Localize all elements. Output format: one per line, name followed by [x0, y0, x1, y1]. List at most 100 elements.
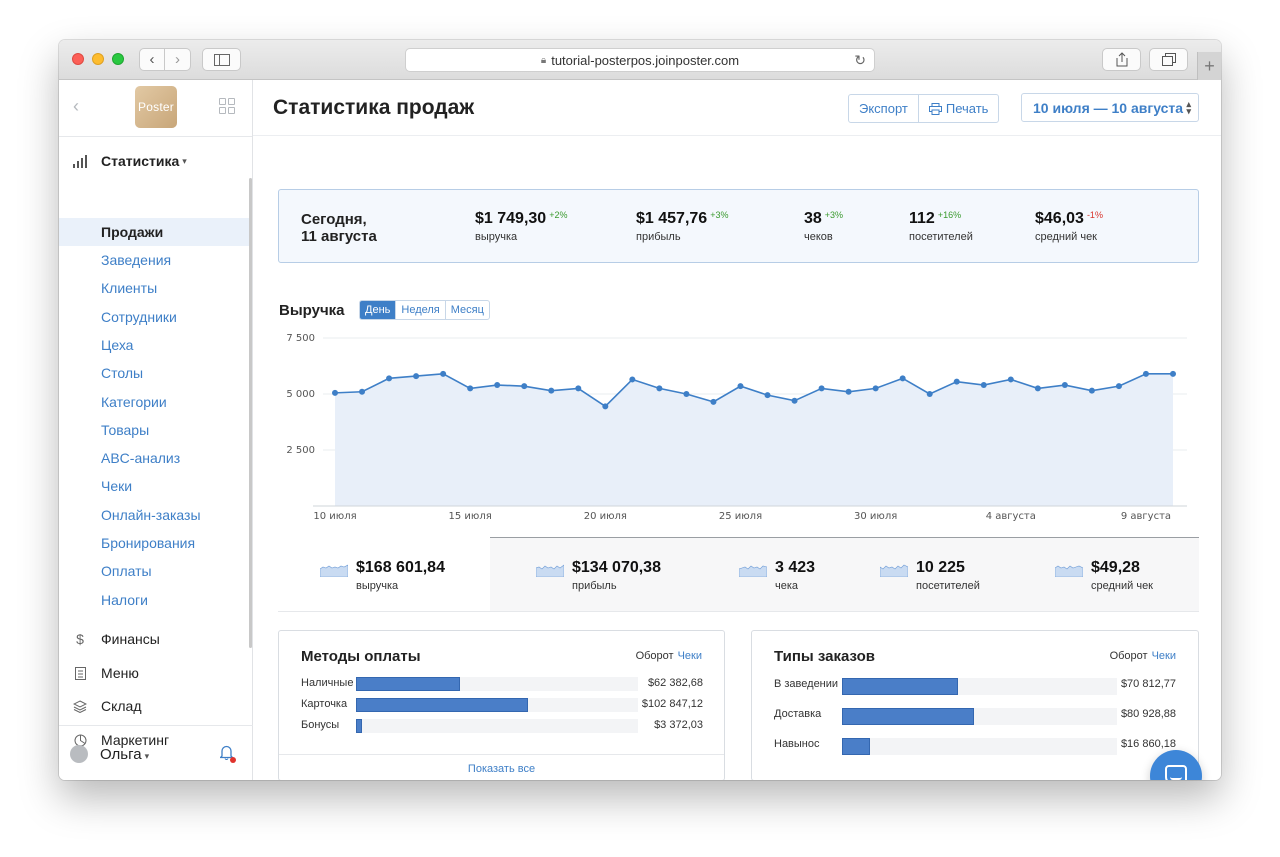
toggle-turnover[interactable]: Оборот: [1109, 650, 1148, 662]
sidebar-section-statistics[interactable]: Статистика ▾: [59, 147, 249, 175]
kpi-label: средний чек: [1035, 231, 1097, 243]
avatar[interactable]: [70, 745, 88, 763]
sidebar-section-label: Финансы: [101, 631, 160, 647]
order-type-value: $16 860,18: [1120, 738, 1176, 750]
sidebar-item-categories[interactable]: Категории: [101, 394, 167, 410]
chevron-down-icon: ▾: [182, 155, 187, 166]
total-profit[interactable]: $134 070,38 прибыль: [536, 559, 661, 592]
apps-grid-icon[interactable]: [219, 98, 235, 114]
kpi-delta: -1%: [1086, 210, 1103, 220]
sidebar: ‹ Poster Статистика ▾ Продажи Заведения …: [59, 80, 253, 780]
lock-icon: 🔒︎: [540, 54, 547, 66]
revenue-point: [764, 392, 771, 399]
toggle-receipts[interactable]: Чеки: [677, 650, 702, 662]
total-receipts[interactable]: 3 423 чека: [739, 559, 816, 592]
zoom-window-button[interactable]: [112, 53, 124, 65]
dollar-icon: $: [76, 631, 84, 647]
printer-icon: [928, 102, 942, 115]
sidebar-item-abc-analysis[interactable]: ABC-анализ: [101, 450, 181, 466]
sparkline-icon: [320, 564, 348, 577]
sidebar-item-tables[interactable]: Столы: [101, 365, 144, 381]
x-tick-label: 30 июля: [854, 511, 897, 522]
x-tick-label: 10 июля: [313, 511, 356, 522]
period-day-tab[interactable]: День: [360, 301, 396, 319]
sidebar-section-label: Статистика: [101, 153, 180, 169]
sidebar-section-label: Маркетинг: [101, 732, 170, 748]
total-avg-check[interactable]: $49,28 средний чек: [1055, 559, 1153, 592]
today-kpi-avg-check: $46,03 -1% средний чек: [1035, 210, 1103, 243]
new-tab-icon[interactable]: +: [1197, 52, 1221, 80]
today-label-line1: Сегодня,: [301, 211, 367, 228]
sidebar-item-reservations[interactable]: Бронирования: [101, 535, 196, 551]
kpi-delta: +16%: [937, 210, 962, 220]
show-all-link[interactable]: Показать все: [279, 754, 724, 780]
revenue-point: [494, 382, 501, 389]
sidebar-scrollbar[interactable]: [249, 178, 252, 648]
revenue-point: [1170, 370, 1176, 377]
sidebar-item-taxes[interactable]: Налоги: [101, 592, 148, 608]
updown-arrows-icon: ▴ ▾: [1186, 99, 1191, 116]
bar-track: [842, 708, 1117, 725]
document-icon: [59, 666, 101, 680]
bar-track: [842, 738, 1117, 755]
sidebar-item-sales[interactable]: Продажи: [59, 218, 249, 246]
date-range-picker[interactable]: 10 июля — 10 августа ▴ ▾: [1021, 93, 1199, 122]
kpi-label: прибыль: [636, 231, 681, 243]
y-tick-label: 2 500: [286, 445, 315, 456]
tabs-overview-icon[interactable]: [1149, 48, 1188, 71]
order-type-label: В заведении: [774, 678, 839, 690]
payment-bar: [356, 698, 529, 712]
sidebar-section-warehouse[interactable]: Склад: [59, 692, 249, 720]
minimize-window-button[interactable]: [92, 53, 104, 65]
main-content: Статистика продаж Экспорт Печать 10 июля…: [253, 80, 1221, 780]
print-button[interactable]: Печать: [917, 95, 999, 122]
sidebar-item-receipts[interactable]: Чеки: [101, 478, 133, 494]
back-arrow-icon[interactable]: ‹: [139, 48, 165, 71]
total-label: посетителей: [916, 580, 980, 592]
sidebar-item-payments[interactable]: Оплаты: [101, 563, 152, 579]
url-bar[interactable]: 🔒︎ tutorial-posterpos.joinposter.com ↻: [405, 48, 875, 72]
bar-track: [842, 678, 1117, 695]
revenue-point: [1007, 376, 1014, 383]
close-window-button[interactable]: [72, 53, 84, 65]
reload-icon[interactable]: ↻: [854, 52, 866, 68]
kpi-delta: +3%: [824, 210, 844, 220]
total-label: прибыль: [572, 580, 617, 592]
payment-row: Карточка $102 847,12: [301, 696, 703, 712]
order-type-value: $70 812,77: [1120, 678, 1176, 690]
total-value: 3 423: [775, 559, 816, 576]
bar-chart-icon: [59, 154, 101, 168]
sidebar-section-finance[interactable]: $ Финансы: [59, 625, 249, 653]
x-tick-label: 9 августа: [1121, 511, 1171, 522]
kpi-label: чеков: [804, 231, 833, 243]
revenue-point: [980, 382, 987, 389]
toggle-receipts[interactable]: Чеки: [1151, 650, 1176, 662]
collapse-sidebar-icon[interactable]: ‹: [73, 96, 79, 116]
total-visitors[interactable]: 10 225 посетителей: [880, 559, 980, 592]
sidebar-item-employees[interactable]: Сотрудники: [101, 309, 177, 325]
kpi-delta: +3%: [710, 210, 729, 220]
y-tick-label: 7 500: [286, 333, 315, 344]
export-button[interactable]: Экспорт: [859, 101, 908, 116]
user-menu[interactable]: Ольга ▾: [100, 746, 149, 763]
card-title: Методы оплаты: [301, 648, 421, 665]
sidebar-item-clients[interactable]: Клиенты: [101, 280, 158, 296]
share-icon[interactable]: [1102, 48, 1141, 71]
sidebar-toggle-icon[interactable]: [202, 48, 241, 71]
period-week-tab[interactable]: Неделя: [395, 301, 444, 319]
chat-support-button[interactable]: [1150, 750, 1202, 780]
toggle-turnover[interactable]: Оборот: [635, 650, 674, 662]
forward-arrow-icon[interactable]: ›: [165, 48, 191, 71]
sidebar-item-workshops[interactable]: Цеха: [101, 337, 134, 353]
bell-icon[interactable]: [218, 745, 235, 763]
period-month-tab[interactable]: Месяц: [444, 301, 489, 319]
total-value: $134 070,38: [572, 559, 661, 576]
sidebar-section-menu[interactable]: Меню: [59, 659, 249, 687]
payment-value: $3 372,03: [654, 719, 703, 731]
total-revenue[interactable]: $168 601,84 выручка: [320, 559, 445, 592]
sidebar-item-venues[interactable]: Заведения: [101, 252, 172, 268]
sidebar-item-online-orders[interactable]: Онлайн-заказы: [101, 507, 201, 523]
poster-logo[interactable]: Poster: [135, 86, 177, 128]
revenue-point: [737, 383, 744, 390]
sidebar-item-products[interactable]: Товары: [101, 422, 150, 438]
